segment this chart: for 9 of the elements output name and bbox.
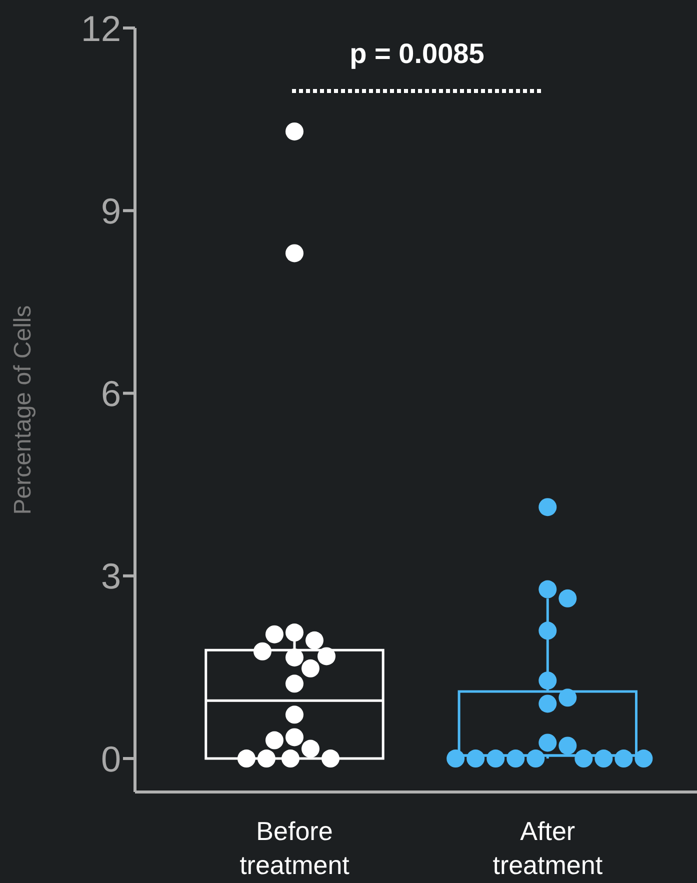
y-axis-title: Percentage of Cells bbox=[10, 305, 37, 515]
y-tick-label: 6 bbox=[100, 373, 121, 414]
y-tick-label: 0 bbox=[100, 738, 121, 780]
x-tick-label: After treatment bbox=[492, 816, 604, 880]
y-tick-label: 9 bbox=[100, 190, 121, 232]
annotation: p = 0.0085 bbox=[348, 38, 486, 70]
y-tick-label: 3 bbox=[100, 556, 121, 597]
y-tick-label: 12 bbox=[80, 8, 121, 49]
x-tick-label: Before treatment bbox=[240, 816, 350, 880]
